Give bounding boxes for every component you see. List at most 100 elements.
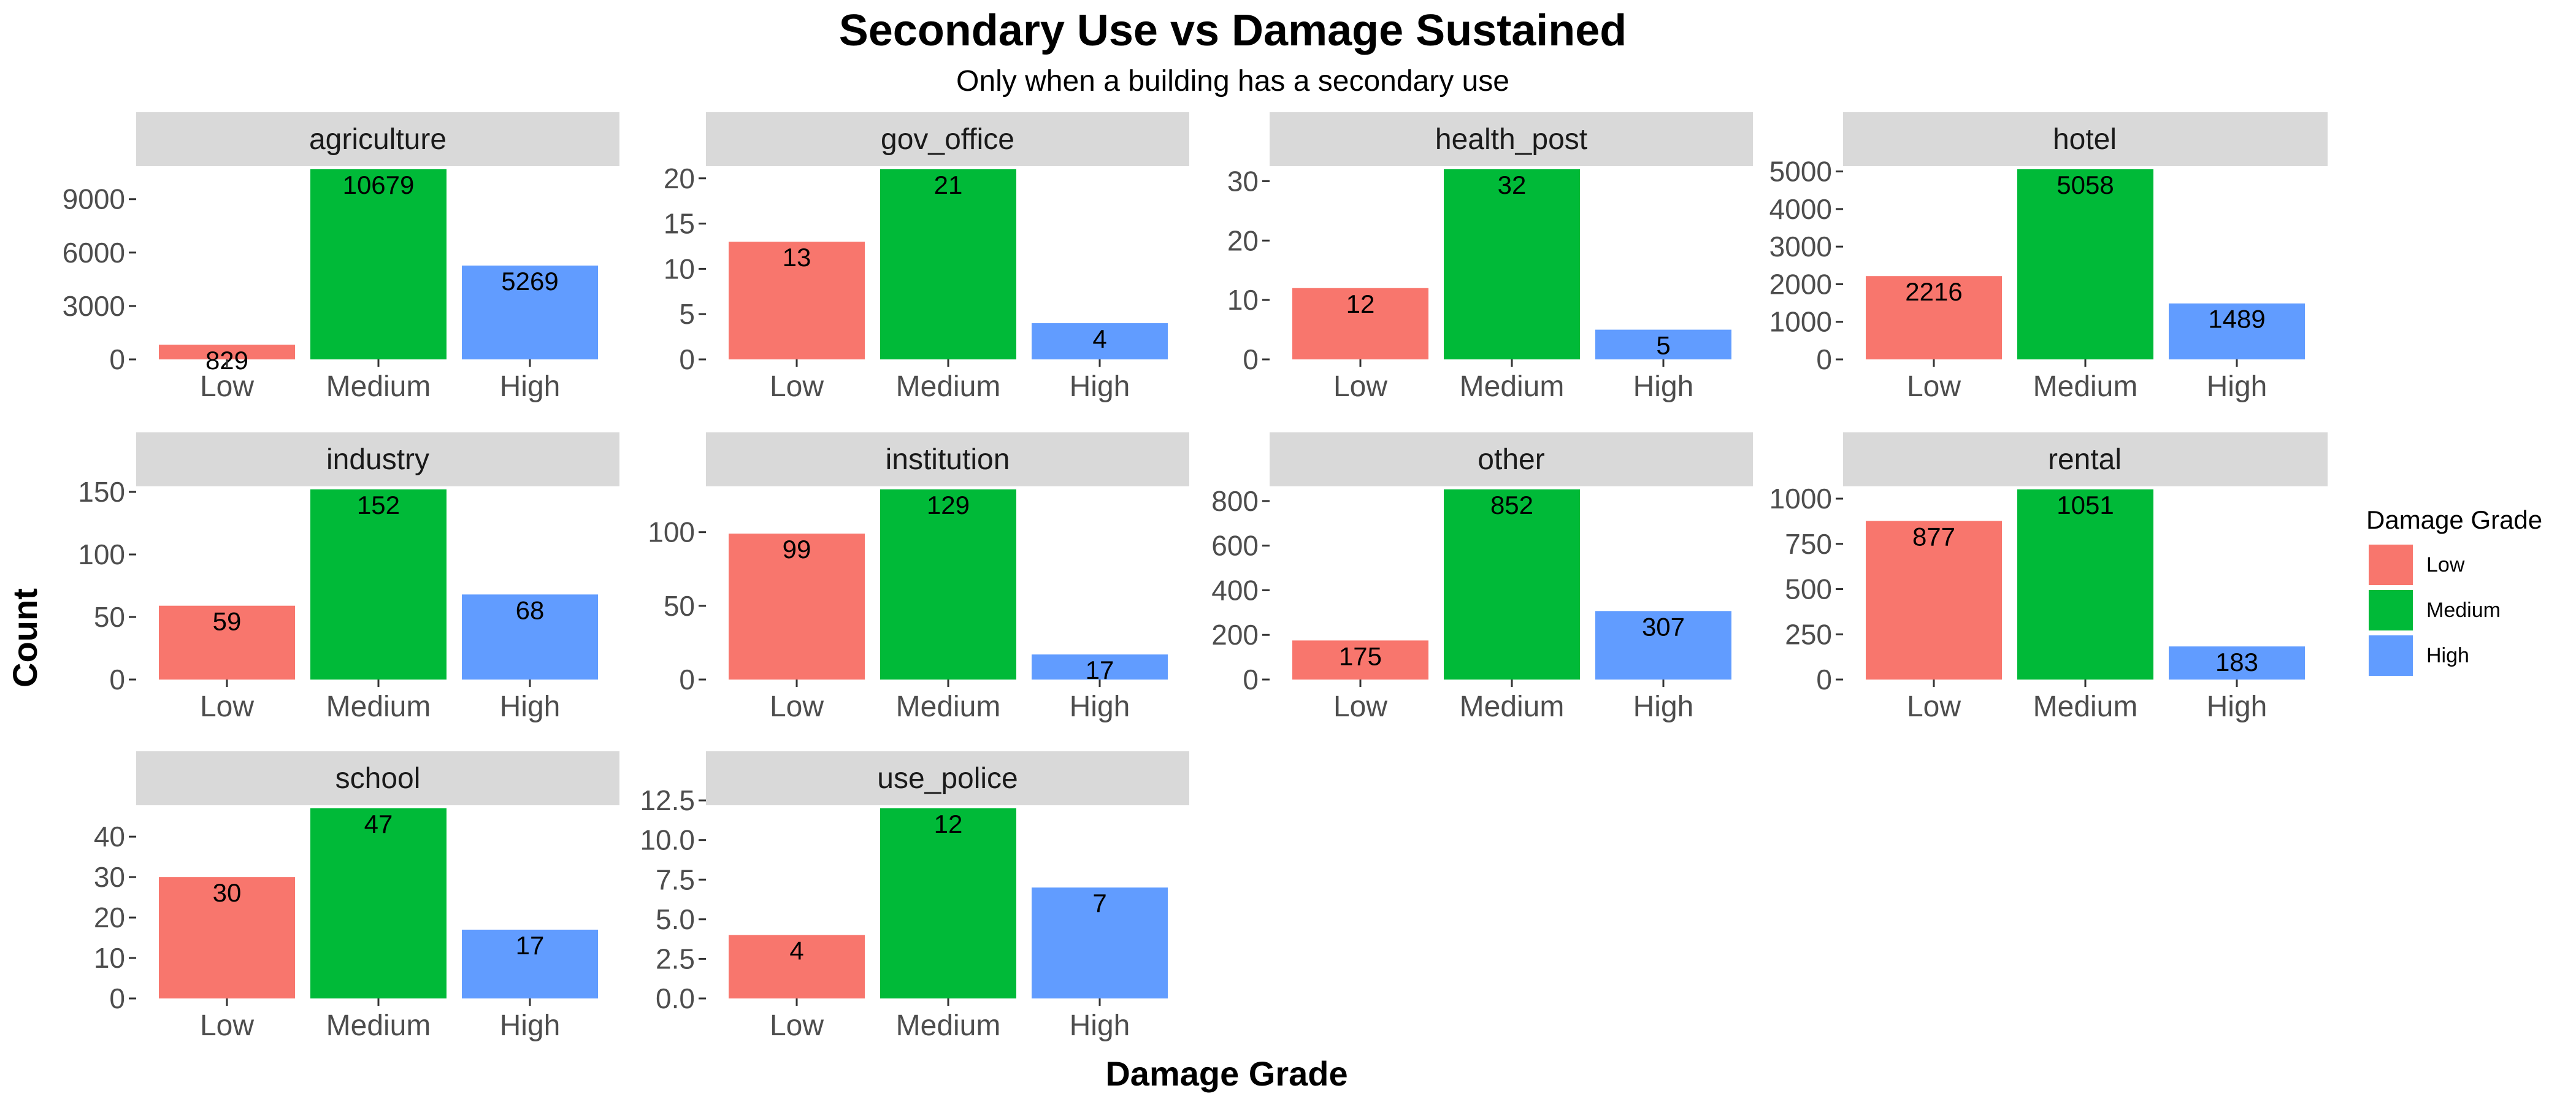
y-tick-label: 10.0	[640, 824, 695, 856]
facet-panel-health_post: health_post 0 10 20 30 12 Low 32 Medium 5 High	[1227, 112, 1753, 403]
y-tick-label: 10	[94, 942, 125, 974]
x-tick-label: High	[1070, 1009, 1130, 1042]
x-axis-title: Damage Grade	[1105, 1054, 1347, 1093]
y-tick-label: 0	[679, 664, 695, 695]
bar-value-label: 21	[934, 170, 963, 199]
x-tick-label: Low	[770, 1009, 824, 1042]
y-tick-label: 40	[94, 821, 125, 852]
bar-medium	[310, 169, 447, 359]
x-tick-label: High	[2207, 370, 2267, 403]
facet-strip-label: rental	[2048, 443, 2122, 476]
facet-strip	[1843, 112, 2328, 166]
y-tick-label: 0	[1816, 664, 1832, 695]
y-tick-label: 600	[1211, 530, 1259, 562]
facet-panel-use_police: use_police 0.0 2.5 5.0 7.5 10.0 12.5 4 Low 12 Medi…	[640, 751, 1189, 1042]
facet-strip	[706, 432, 1189, 486]
bar-high	[1032, 323, 1168, 359]
legend-title: Damage Grade	[2366, 505, 2542, 534]
bar-value-label: 183	[2215, 648, 2258, 676]
x-tick-label: Medium	[2033, 370, 2138, 403]
chart-title: Secondary Use vs Damage Sustained	[839, 6, 1627, 55]
y-tick-label: 50	[664, 590, 695, 622]
bar-value-label: 10679	[343, 170, 415, 199]
legend-label-low: Low	[2426, 553, 2465, 576]
y-tick-label: 15	[664, 208, 695, 240]
facet-strip-label: institution	[886, 443, 1010, 476]
x-tick-label: High	[1070, 691, 1130, 723]
facet-strip	[136, 112, 619, 166]
bar-low	[159, 605, 295, 680]
bar-high	[462, 266, 598, 359]
bar-value-label: 2216	[1905, 277, 1962, 306]
bar-value-label: 852	[1490, 491, 1533, 519]
facet-strip-label: other	[1478, 443, 1544, 476]
bar-high	[462, 929, 598, 998]
bar-low	[159, 344, 295, 359]
facet-panel-agriculture: agriculture0300060009000829Low10679Mediu…	[63, 112, 619, 403]
facet-strip	[1843, 432, 2328, 486]
bar-low	[729, 242, 865, 359]
bar-low	[729, 935, 865, 998]
bar-low	[1292, 288, 1428, 359]
y-tick-label: 30	[94, 861, 125, 893]
bar-value-label: 4	[1092, 324, 1106, 353]
y-tick-label: 20	[1227, 224, 1259, 256]
facet-strip	[136, 751, 619, 805]
y-tick-label: 3000	[1769, 231, 1832, 262]
bar-value-label: 4	[789, 937, 803, 965]
bar-value-label: 152	[357, 491, 400, 519]
x-tick-label: Low	[1907, 370, 1961, 403]
x-tick-label: Low	[770, 370, 824, 403]
bar-high	[1032, 887, 1168, 998]
bar-value-label: 13	[783, 243, 811, 272]
y-tick-label: 750	[1785, 528, 1832, 560]
y-tick-label: 0.0	[656, 983, 695, 1014]
bar-medium	[2017, 489, 2153, 680]
facet-strip	[706, 751, 1189, 805]
bar-value-label: 17	[516, 931, 545, 960]
bar-low	[1866, 276, 2002, 359]
y-tick-label: 0	[109, 343, 125, 375]
facet-panel-rental: rental 0 250 500 750 1000 877 Low 1051 Medium 183 H…	[1769, 432, 2328, 723]
facet-strip-label: gov_office	[881, 123, 1014, 156]
facet-strip	[706, 112, 1189, 166]
y-axis-title: Count	[6, 588, 44, 688]
y-tick-label: 9000	[63, 183, 125, 215]
y-tick-label: 150	[78, 476, 125, 508]
facet-panel-gov_office: gov_office 0 5 10 15 20 13 Low 21 Medium 4 High	[664, 112, 1189, 403]
x-tick-label: High	[2207, 691, 2267, 723]
legend-items: Low Medium High	[2369, 545, 2501, 676]
facet-strip-label: agriculture	[309, 123, 447, 156]
y-tick-label: 0	[109, 983, 125, 1014]
bar-value-label: 5269	[501, 267, 558, 296]
y-tick-label: 20	[664, 163, 695, 194]
bar-value-label: 5058	[2057, 170, 2114, 199]
y-tick-label: 0	[679, 343, 695, 375]
bar-value-label: 12	[934, 810, 963, 838]
x-tick-label: Medium	[1460, 370, 1565, 403]
x-tick-label: Medium	[896, 370, 1001, 403]
facet-panel-other: other 0 200 400 600 800 175 Low 852 Medium 307 High	[1211, 432, 1753, 723]
legend-label-medium: Medium	[2426, 599, 2501, 622]
x-tick-label: Low	[770, 691, 824, 723]
bar-value-label: 1489	[2208, 305, 2265, 334]
facet-panels: agriculture0300060009000829Low10679Mediu…	[63, 112, 2328, 1042]
y-tick-label: 30	[1227, 165, 1259, 197]
bar-medium	[310, 808, 447, 998]
bar-value-label: 59	[213, 607, 242, 636]
bar-value-label: 99	[783, 535, 811, 564]
facet-panel-hotel: hotel 0 1000 2000 3000 4000 5000 2216 Low 5058 Med…	[1769, 112, 2328, 403]
bar-value-label: 175	[1339, 642, 1382, 670]
y-tick-label: 2.5	[656, 943, 695, 975]
bar-medium	[2017, 169, 2153, 359]
x-tick-label: High	[1633, 370, 1694, 403]
x-tick-label: Medium	[1460, 691, 1565, 723]
x-tick-label: High	[500, 691, 561, 723]
y-tick-label: 10	[1227, 284, 1259, 316]
x-tick-label: Low	[1333, 370, 1387, 403]
y-tick-label: 3000	[63, 290, 125, 322]
y-tick-label: 1000	[1769, 306, 1832, 338]
bar-low	[1292, 640, 1428, 680]
bar-low	[159, 877, 295, 998]
